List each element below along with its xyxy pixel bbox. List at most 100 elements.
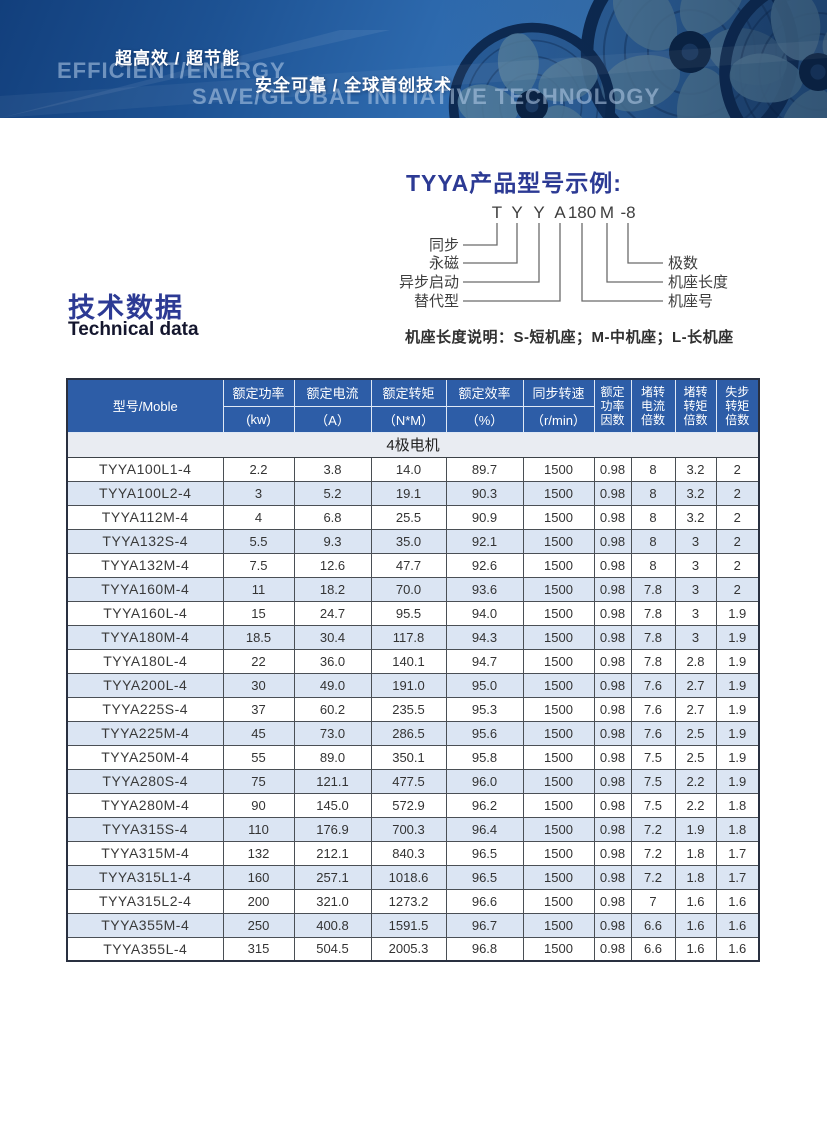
model-cell: TYYA132S-4 [66,528,224,554]
value-cell: 8 [630,528,676,554]
value-cell: 1.9 [715,720,760,746]
value-cell: 3 [674,528,717,554]
value-cell: 7.2 [630,816,676,842]
value-cell: 1500 [522,936,595,962]
value-cell: 96.5 [445,864,524,890]
value-cell: 1.6 [715,888,760,914]
value-cell: 45 [222,720,295,746]
value-cell: 0.98 [593,816,632,842]
value-cell: 1500 [522,744,595,770]
table-row: TYYA315L1-4 160 257.1 1018.6 96.5 1500 0.98 7.2… [66,864,760,890]
table-row: TYYA180M-4 18.5 30.4 117.8 94.3 1500 0.98 7.8 3 1… [66,624,760,650]
model-cell: TYYA315L1-4 [66,864,224,890]
value-cell: 5.5 [222,528,295,554]
value-cell: 2 [715,504,760,530]
value-cell: 477.5 [370,768,447,794]
value-cell: 37 [222,696,295,722]
model-cell: TYYA180M-4 [66,624,224,650]
value-cell: 2.5 [674,720,717,746]
model-cell: TYYA280S-4 [66,768,224,794]
header-col-title: 同步转速 [522,378,595,407]
value-cell: 315 [222,936,295,962]
banner-slogan-en-2: SAVE/GLOBAL INITIATIVE TECHNOLOGY [192,84,661,109]
value-cell: 73.0 [293,720,372,746]
group-header-cell: 4极电机 [66,431,760,458]
value-cell: 1.8 [674,864,717,890]
table-row: TYYA180L-4 22 36.0 140.1 94.7 1500 0.98 7.8 2.8 1… [66,648,760,674]
value-cell: 1.6 [715,936,760,962]
value-cell: 11 [222,576,295,602]
value-cell: 6.6 [630,912,676,938]
value-cell: 96.0 [445,768,524,794]
value-cell: 1500 [522,672,595,698]
value-cell: 2 [715,456,760,482]
value-cell: 7.5 [630,768,676,794]
value-cell: 2 [715,576,760,602]
value-cell: 1500 [522,864,595,890]
model-cell: TYYA315M-4 [66,840,224,866]
banner-slogan-cn-2: 安全可靠 / 全球首创技术 [255,76,453,95]
value-cell: 1500 [522,480,595,506]
value-cell: 0.98 [593,456,632,482]
value-cell: 1.9 [715,696,760,722]
value-cell: 1.8 [715,816,760,842]
value-cell: 3 [674,600,717,626]
value-cell: 0.98 [593,864,632,890]
value-cell: 7.2 [630,840,676,866]
table-row: TYYA132M-4 7.5 12.6 47.7 92.6 1500 0.98 8 3 2 [66,552,760,578]
value-cell: 96.7 [445,912,524,938]
value-cell: 145.0 [293,792,372,818]
value-cell: 7.8 [630,600,676,626]
header-col-unit: (kw) [222,405,295,433]
value-cell: 3.2 [674,480,717,506]
table-row: TYYA315S-4 110 176.9 700.3 96.4 1500 0.98 7.2 1.… [66,816,760,842]
value-cell: 96.6 [445,888,524,914]
model-cell: TYYA100L1-4 [66,456,224,482]
model-cell: TYYA355M-4 [66,912,224,938]
value-cell: 160 [222,864,295,890]
model-cell: TYYA200L-4 [66,672,224,698]
model-code-part: A [554,203,566,222]
model-cell: TYYA160M-4 [66,576,224,602]
value-cell: 89.0 [293,744,372,770]
value-cell: 30 [222,672,295,698]
value-cell: 94.7 [445,648,524,674]
value-cell: 1500 [522,504,595,530]
value-cell: 1.6 [674,912,717,938]
value-cell: 3 [674,552,717,578]
value-cell: 1.9 [715,672,760,698]
model-code-part: Y [511,203,522,222]
table-row: TYYA225S-4 37 60.2 235.5 95.3 1500 0.98 7.6 2.7 1… [66,696,760,722]
value-cell: 1500 [522,720,595,746]
value-cell: 30.4 [293,624,372,650]
value-cell: 0.98 [593,624,632,650]
model-example-title: TYYA产品型号示例: [406,170,622,196]
table-row: TYYA132S-4 5.5 9.3 35.0 92.1 1500 0.98 8 3 2 [66,528,760,554]
model-code-part: 180 [568,203,596,222]
header-col-title: 额定效率 [445,378,524,407]
value-cell: 191.0 [370,672,447,698]
value-cell: 96.2 [445,792,524,818]
value-cell: 1.7 [715,840,760,866]
value-cell: 1500 [522,456,595,482]
value-cell: 572.9 [370,792,447,818]
table-row: TYYA160L-4 15 24.7 95.5 94.0 1500 0.98 7.8 3 1.9 [66,600,760,626]
value-cell: 3 [674,576,717,602]
model-cell: TYYA315L2-4 [66,888,224,914]
model-cell: TYYA112M-4 [66,504,224,530]
value-cell: 95.3 [445,696,524,722]
table-row: TYYA100L2-4 3 5.2 19.1 90.3 1500 0.98 8 3.2 2 [66,480,760,506]
value-cell: 1591.5 [370,912,447,938]
fan-image [0,0,827,118]
header-factor-col: 堵转 转矩 倍数 [674,378,717,433]
model-cell: TYYA132M-4 [66,552,224,578]
value-cell: 5.2 [293,480,372,506]
value-cell: 90 [222,792,295,818]
value-cell: 2.8 [674,648,717,674]
value-cell: 1500 [522,648,595,674]
value-cell: 2.7 [674,696,717,722]
header-col-unit: （A） [293,405,372,433]
table-row: TYYA250M-4 55 89.0 350.1 95.8 1500 0.98 7.5 2.5 1… [66,744,760,770]
value-cell: 2.5 [674,744,717,770]
value-cell: 7.5 [222,552,295,578]
